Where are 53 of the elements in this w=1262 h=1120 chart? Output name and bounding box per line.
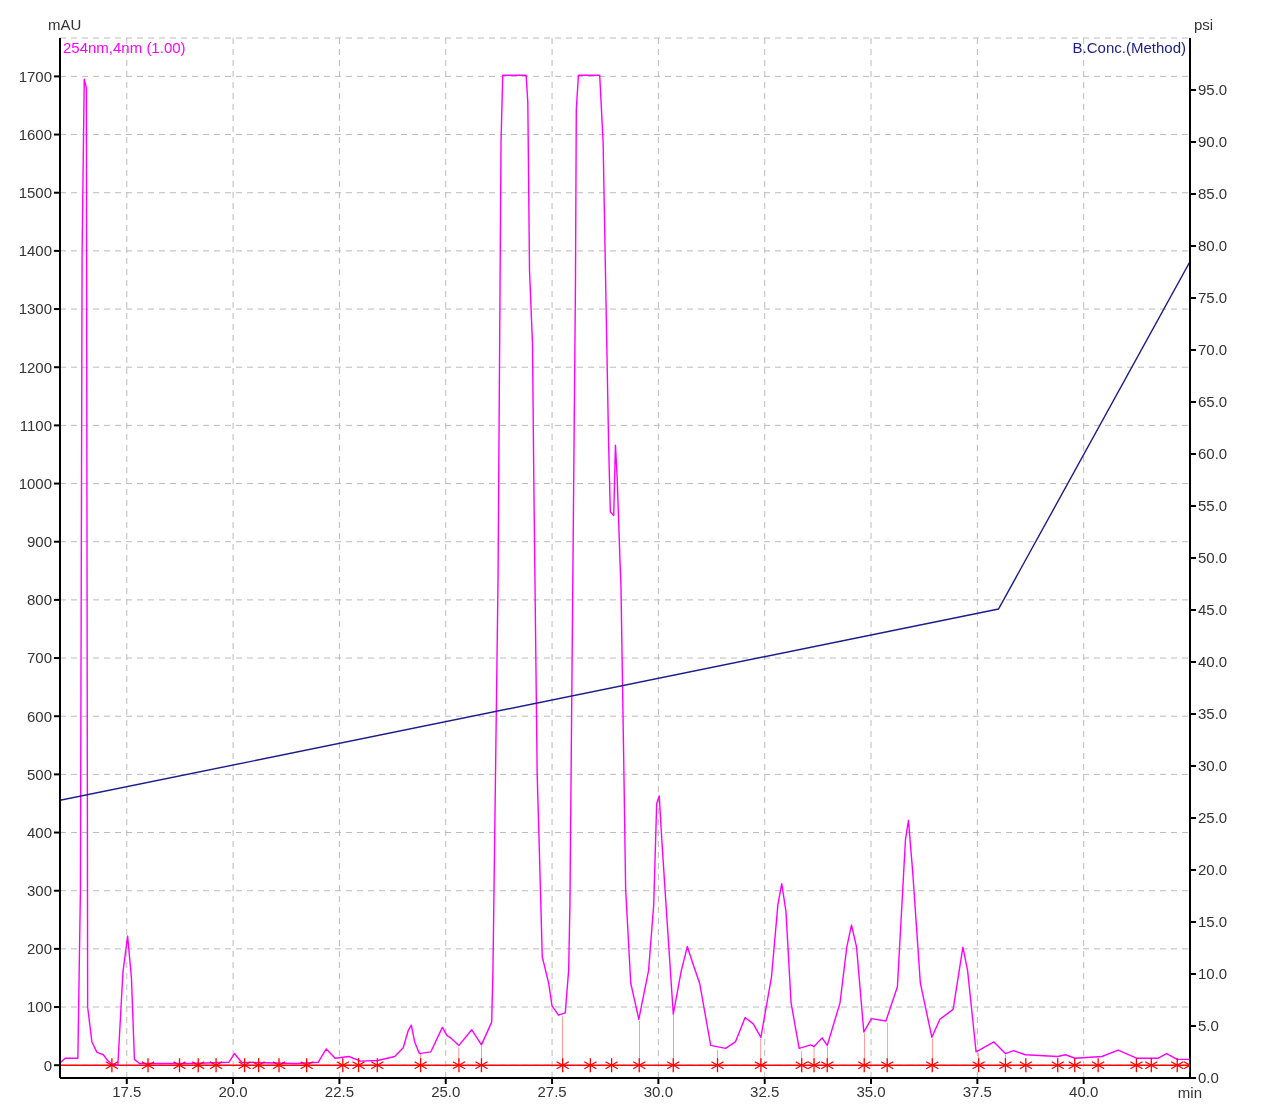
y2-tick-label: 60.0	[1198, 445, 1228, 463]
y2-tick-label: 10.0	[1198, 965, 1228, 983]
y-tick-label: 100	[26, 998, 52, 1016]
y-tick-label: 800	[26, 591, 52, 609]
y2-tick-label: 70.0	[1198, 341, 1228, 359]
y2-axis-title: psi	[1194, 16, 1214, 33]
y-tick-label: 1700	[18, 67, 52, 85]
y-tick-label: 400	[26, 823, 52, 841]
y-tick-label: 1300	[18, 300, 52, 318]
x-tick-label: 37.5	[962, 1082, 992, 1100]
y-tick-label: 600	[26, 707, 52, 725]
x-tick-label: 40.0	[1069, 1082, 1099, 1100]
x-axis-title: min	[1177, 1084, 1202, 1101]
y2-tick-label: 20.0	[1198, 861, 1228, 879]
y2-tick-label: 65.0	[1198, 393, 1228, 411]
y2-tick-label: 95.0	[1198, 81, 1228, 99]
x-tick-label: 32.5	[750, 1082, 780, 1100]
y2-tick-label: 30.0	[1198, 757, 1228, 775]
y2-tick-label: 5.0	[1198, 1017, 1219, 1035]
y-tick-label: 1500	[18, 184, 52, 202]
y2-tick-label: 15.0	[1198, 913, 1228, 931]
text: 254nm,4nm (1.00)	[63, 39, 186, 56]
y2-tick-label: 50.0	[1198, 549, 1228, 567]
y2-tick-label: 85.0	[1198, 185, 1228, 203]
y2-tick-label: 80.0	[1198, 237, 1228, 255]
y-tick-label: 200	[26, 940, 52, 958]
y-tick-label: 0	[43, 1056, 52, 1074]
y-tick-label: 300	[26, 882, 52, 900]
x-tick-label: 25.0	[431, 1082, 461, 1100]
y2-tick-label: 25.0	[1198, 809, 1228, 827]
y-tick-label: 700	[26, 649, 52, 667]
y2-tick-label: 90.0	[1198, 133, 1228, 151]
x-tick-label: 22.5	[324, 1082, 355, 1100]
y-tick-label: 1200	[18, 358, 52, 376]
y-tick-label: 500	[26, 765, 52, 783]
y2-tick-label: 75.0	[1198, 289, 1228, 307]
y2-tick-label: 45.0	[1198, 601, 1228, 619]
y-tick-label: 900	[26, 533, 52, 551]
y-tick-label: 1400	[18, 242, 52, 260]
y-tick-label: 1000	[18, 474, 52, 492]
x-tick-label: 17.5	[112, 1082, 142, 1100]
x-tick-label: 35.0	[856, 1082, 886, 1100]
y-tick-label: 1100	[19, 416, 52, 434]
y-axis-title: mAU	[48, 16, 82, 33]
y2-tick-label: 40.0	[1198, 653, 1228, 671]
y2-tick-label: 55.0	[1198, 497, 1228, 515]
y2-tick-label: 35.0	[1198, 705, 1228, 723]
y2-tick-label: 0.0	[1198, 1069, 1219, 1087]
y-tick-label: 1600	[18, 125, 52, 143]
text: B.Conc.(Method)	[1072, 39, 1186, 56]
x-tick-label: 27.5	[537, 1082, 567, 1100]
x-tick-label: 20.0	[218, 1082, 248, 1100]
x-tick-label: 30.0	[643, 1082, 673, 1100]
